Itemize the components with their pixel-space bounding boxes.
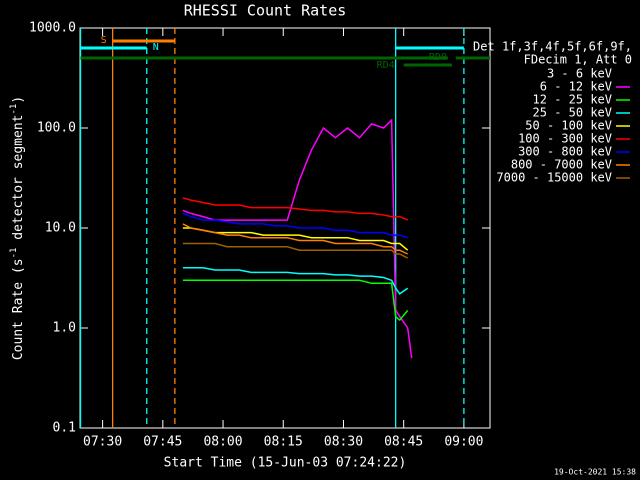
x-tick-label: 07:30	[83, 435, 122, 450]
x-tick-label: 09:00	[444, 435, 483, 450]
x-tick-label: 08:15	[264, 435, 303, 450]
legend-label: 7000 - 15000 keV	[496, 171, 612, 185]
label-part: detector segment	[11, 115, 26, 248]
interval-label: S	[101, 35, 107, 46]
x-tick-label: 08:45	[384, 435, 423, 450]
x-tick-label: 08:00	[203, 435, 242, 450]
legend-label: 12 - 25 keV	[533, 93, 612, 107]
series-line	[182, 279, 409, 322]
legend-label: 100 - 300 keV	[518, 132, 612, 146]
x-tick-label: 08:30	[324, 435, 363, 450]
series-line	[182, 227, 409, 251]
legend-header: FDecim 1, Att 0	[524, 53, 632, 67]
y-tick-label: 100.0	[37, 121, 76, 136]
series-line	[182, 267, 409, 295]
series-line	[182, 223, 409, 255]
interval-label: RD0	[429, 52, 447, 63]
footer: 19-Oct-2021 15:38	[554, 468, 636, 477]
legend-label: 800 - 7000 keV	[511, 158, 612, 172]
y-tick-label: 10.0	[45, 221, 76, 236]
y-axis-label: Count Rate (s-1 detector segment-1)	[9, 96, 26, 360]
label-part: Count Rate (s	[11, 258, 26, 360]
superscript: -1	[9, 104, 19, 115]
legend-label: 300 - 800 keV	[518, 145, 612, 159]
series-line	[182, 212, 408, 239]
chart-title: RHESSI Count Rates	[184, 2, 347, 20]
series-line	[182, 131, 413, 381]
plot-frame	[79, 27, 491, 429]
legend-label: 25 - 50 keV	[533, 106, 612, 120]
superscript: -1	[9, 248, 19, 259]
legend-label: 3 - 6 keV	[547, 67, 612, 81]
interval-label: N	[153, 42, 159, 53]
legend-label: 6 - 12 keV	[540, 80, 612, 94]
series-line	[182, 118, 413, 359]
interval-label: RD4	[377, 60, 395, 71]
x-tick-label: 07:45	[143, 435, 182, 450]
series-line	[182, 197, 409, 221]
legend-header: Det 1f,3f,4f,5f,6f,9f,	[473, 40, 632, 54]
label-part: )	[11, 96, 26, 104]
legend-label: 50 - 100 keV	[525, 119, 612, 133]
x-axis-label: Start Time (15-Jun-03 07:24:22)	[164, 456, 407, 471]
series-line	[182, 242, 409, 259]
y-tick-label: 1000.0	[29, 21, 76, 36]
y-tick-label: 0.1	[53, 421, 76, 436]
y-tick-label: 1.0	[53, 321, 76, 336]
